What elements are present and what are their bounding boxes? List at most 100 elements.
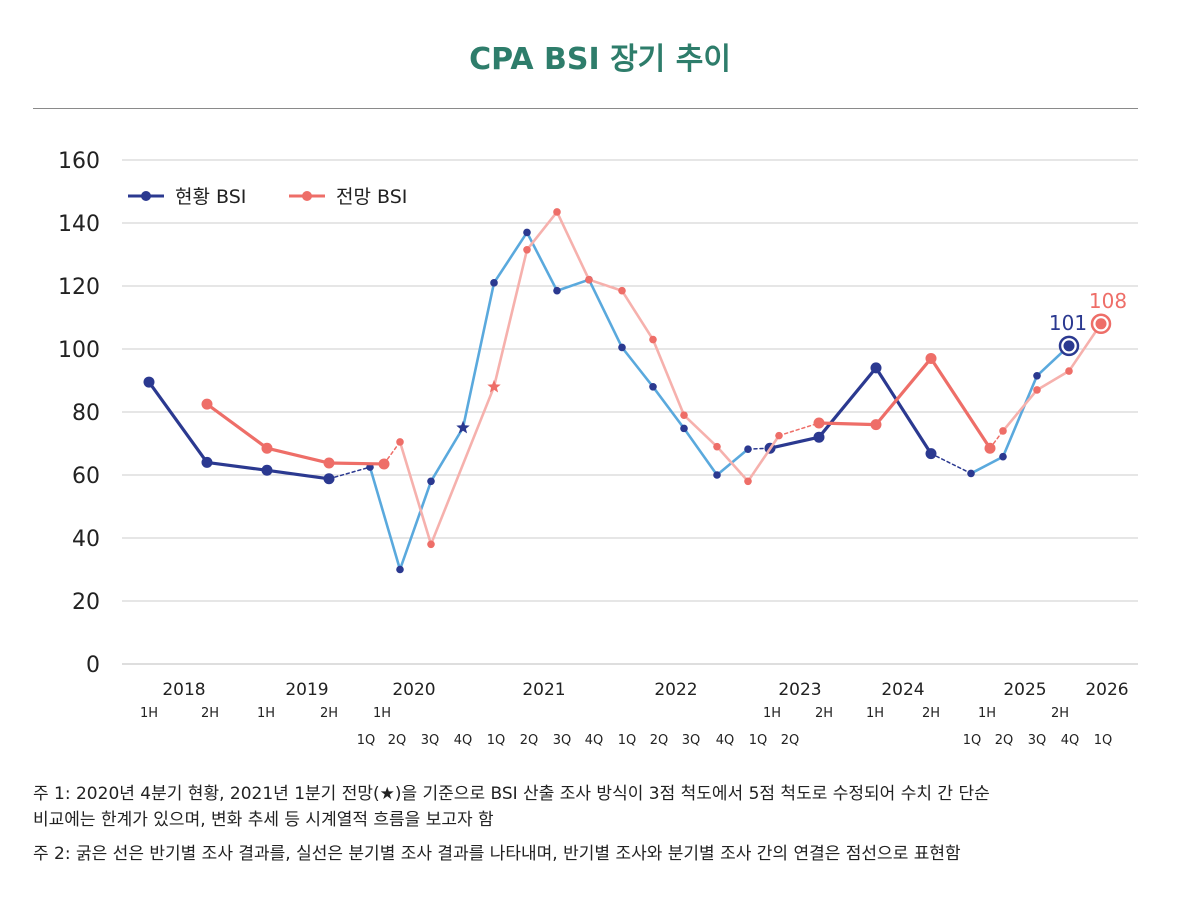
outlook-series-segment [817, 421, 878, 427]
current-data-point [618, 343, 626, 352]
current-series-segment [620, 346, 655, 389]
x-year-label: 2024 [881, 680, 924, 700]
outlook-data-point [1033, 386, 1041, 394]
x-half-label: 2H [815, 706, 833, 721]
outlook-series-segment [265, 446, 331, 465]
outlook-series-segment [525, 210, 559, 252]
current-series-segment [429, 426, 465, 483]
current-series-segment [587, 278, 624, 349]
current-data-point [427, 477, 435, 486]
outlook-data-point [396, 438, 404, 446]
current-series-segment [651, 385, 686, 430]
outlook-series-segment [682, 413, 719, 448]
x-year-label: 2020 [392, 680, 435, 700]
x-quarter-label: 4Q [1061, 733, 1080, 748]
current-data-point [680, 424, 688, 433]
x-quarter-label: 2Q [650, 733, 669, 748]
current-series-segment [682, 427, 719, 477]
x-year-label: 2023 [778, 680, 821, 700]
outlook-series-segment [429, 385, 496, 546]
x-quarter-label: 1Q [357, 733, 376, 748]
title-divider [33, 108, 1138, 109]
current-series-segment [368, 465, 402, 571]
x-half-label: 1H [140, 706, 158, 721]
current-series-segment [768, 435, 821, 450]
x-half-label: 1H [257, 706, 275, 721]
y-tick-label: 140 [58, 212, 100, 237]
outlook-data-point [925, 352, 937, 364]
outlook-series-segment [1035, 369, 1071, 392]
outlook-series-segment [620, 289, 655, 341]
outlook-data-point [744, 477, 752, 486]
x-quarter-label: 2Q [995, 733, 1014, 748]
current-series-segment [1001, 374, 1039, 459]
current-data-point [261, 464, 273, 476]
outlook-data-point [713, 442, 721, 451]
current-data-point [1063, 340, 1075, 352]
footnote-2: 주 2: 굵은 선은 반기별 조사 결과를, 실선은 분기별 조사 결과를 나타… [33, 844, 961, 864]
current-series-segment [874, 366, 933, 456]
x-quarter-label: 2Q [388, 733, 407, 748]
x-year-label: 2018 [162, 680, 205, 700]
x-quarter-label: 4Q [454, 733, 473, 748]
outlook-series-segment [778, 422, 820, 437]
x-quarter-label: 4Q [585, 733, 604, 748]
y-tick-label: 160 [58, 149, 100, 174]
legend-label-1: 전망 BSI [336, 186, 407, 208]
current-series-segment [492, 231, 529, 285]
legend-marker-1 [302, 191, 312, 201]
outlook-data-point [813, 417, 825, 429]
current-series-segment [525, 231, 559, 293]
x-year-label: 2025 [1003, 680, 1046, 700]
current-data-point [323, 473, 335, 485]
outlook-series-segment [327, 461, 386, 466]
x-quarter-label: 4Q [716, 733, 735, 748]
outlook-data-point [585, 275, 593, 284]
current-data-point [813, 431, 825, 443]
x-quarter-label: 3Q [421, 733, 440, 748]
outlook-series-segment [587, 278, 624, 293]
current-series-segment [328, 466, 371, 480]
current-data-point [870, 362, 882, 374]
outlook-series-segment [398, 440, 433, 546]
x-half-label: 2H [320, 706, 338, 721]
y-tick-label: 60 [72, 464, 100, 489]
footnote-1: 주 1: 2020년 4분기 현황, 2021년 1분기 전망(★)을 기준으로… [33, 784, 990, 804]
outlook-series-segment [874, 356, 933, 427]
outlook-data-point [201, 398, 213, 410]
x-half-label: 2H [922, 706, 940, 721]
x-quarter-label: 1Q [487, 733, 506, 748]
outlook-series-segment [651, 338, 686, 417]
outlook-data-point [775, 431, 783, 440]
current-value-label: 101 [1049, 311, 1087, 335]
current-series-segment [147, 380, 209, 464]
y-tick-label: 20 [72, 590, 100, 615]
current-series-segment [817, 366, 878, 439]
x-half-label: 2H [201, 706, 219, 721]
current-data-point [713, 471, 721, 479]
x-half-label: 1H [373, 706, 391, 721]
x-half-label: 1H [978, 706, 996, 721]
current-data-point [201, 456, 213, 468]
outlook-data-point [649, 335, 657, 344]
current-data-point [490, 279, 498, 287]
outlook-data-point [378, 458, 390, 470]
x-quarter-label: 1Q [618, 733, 637, 748]
x-quarter-label: 2Q [781, 733, 800, 748]
current-data-point [744, 445, 752, 453]
current-data-point [649, 383, 657, 391]
current-data-point [553, 286, 561, 295]
x-quarter-label: 1Q [963, 733, 982, 748]
chart-title: CPA BSI 장기 추이 [469, 42, 731, 77]
outlook-series-segment [205, 402, 269, 450]
x-year-label: 2019 [285, 680, 328, 700]
current-series-segment [398, 479, 433, 571]
current-star-marker [456, 420, 470, 434]
outlook-data-point [1095, 318, 1107, 330]
outlook-data-point [261, 442, 273, 454]
outlook-series-segment [715, 445, 750, 483]
current-data-point [925, 448, 937, 460]
current-data-point [396, 565, 404, 574]
current-series-segment [205, 460, 269, 472]
current-series-segment [555, 278, 591, 293]
